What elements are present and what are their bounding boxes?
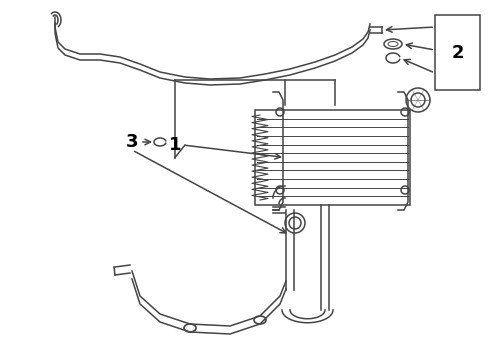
- Text: 2: 2: [450, 44, 463, 62]
- Text: 3: 3: [125, 133, 138, 151]
- Bar: [434, 15, 479, 90]
- Bar: [254, 110, 409, 205]
- Text: 1: 1: [168, 136, 181, 154]
